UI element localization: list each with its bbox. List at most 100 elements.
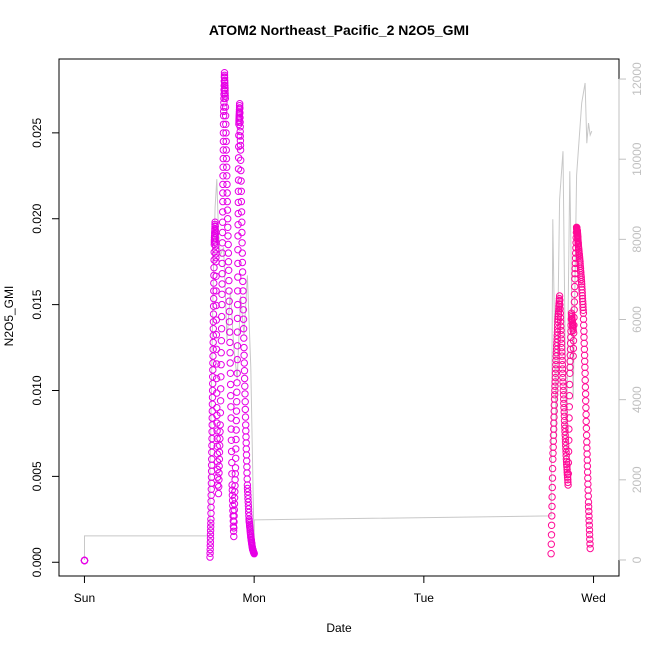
data-point — [222, 129, 230, 137]
data-point — [239, 277, 247, 286]
data-point — [216, 434, 224, 443]
data-point — [219, 180, 227, 189]
altitude-line — [84, 82, 593, 560]
data-point — [207, 461, 216, 469]
data-point — [570, 329, 578, 337]
data-point — [585, 512, 593, 520]
data-point — [221, 112, 230, 120]
data-point — [549, 455, 557, 463]
data-point — [242, 421, 250, 429]
data-point — [558, 352, 566, 360]
data-point — [578, 280, 586, 288]
y-tick-label: 0.015 — [30, 289, 44, 319]
data-point — [209, 366, 217, 374]
data-point — [220, 99, 228, 107]
data-point — [580, 339, 588, 347]
data-point — [242, 427, 250, 435]
data-point — [226, 380, 235, 389]
data-point — [208, 393, 217, 402]
data-point — [223, 172, 231, 180]
data-point — [551, 369, 560, 377]
data-point — [236, 109, 244, 117]
data-point — [215, 476, 223, 484]
data-point — [226, 328, 234, 336]
data-point — [547, 531, 556, 539]
data-point — [212, 331, 221, 339]
data-point — [586, 535, 594, 543]
data-point — [237, 166, 245, 175]
data-point — [238, 228, 246, 237]
data-point — [551, 386, 559, 395]
data-point — [229, 527, 238, 535]
data-point — [224, 258, 233, 266]
data-point — [212, 301, 220, 310]
data-point — [244, 495, 252, 503]
data-point — [215, 455, 224, 463]
data-point — [207, 509, 215, 517]
data-point — [559, 373, 567, 382]
data-point — [209, 373, 217, 381]
data-point — [219, 208, 227, 216]
data-point — [212, 345, 221, 353]
data-point — [236, 104, 244, 113]
data-point — [222, 146, 231, 154]
data-point — [548, 493, 556, 501]
data-point — [236, 118, 244, 126]
data-point — [216, 441, 224, 450]
data-point — [212, 246, 220, 254]
data-point — [240, 334, 248, 342]
data-point — [211, 226, 220, 234]
y-right-tick-label: 0 — [630, 556, 644, 563]
data-point — [234, 209, 242, 218]
y-tick-label: 0.005 — [30, 461, 44, 491]
data-point — [582, 404, 590, 412]
data-point — [243, 484, 252, 493]
y-tick-label: 0.020 — [30, 203, 44, 233]
y-right-tick-label: 2000 — [630, 466, 644, 493]
data-point — [577, 275, 585, 284]
data-point — [237, 177, 245, 185]
data-point — [571, 282, 579, 291]
data-point — [560, 412, 569, 420]
data-point — [206, 545, 214, 554]
data-point — [225, 287, 233, 295]
data-point — [547, 521, 556, 529]
points-layer — [80, 69, 594, 565]
data-point — [581, 383, 590, 391]
data-point — [213, 427, 221, 435]
data-point — [577, 278, 586, 286]
x-tick-label: Tue — [414, 591, 435, 605]
x-tick-label: Wed — [581, 591, 605, 605]
plot-frame — [58, 58, 620, 577]
data-point — [218, 280, 226, 288]
data-point — [225, 307, 234, 316]
data-point — [218, 290, 226, 298]
data-point — [221, 92, 229, 100]
y-tick-label: 0.010 — [30, 375, 44, 405]
data-point — [233, 342, 242, 350]
data-point — [239, 315, 248, 323]
data-point — [561, 424, 569, 432]
data-point — [551, 391, 559, 399]
y-axis-label: N2O5_GMI — [2, 286, 16, 347]
data-point — [582, 424, 591, 432]
data-point — [220, 69, 229, 77]
data-point — [207, 515, 215, 523]
data-point — [221, 94, 230, 103]
data-point — [241, 382, 249, 390]
data-point — [227, 392, 235, 400]
data-point — [229, 507, 237, 515]
data-point — [233, 300, 242, 309]
data-point — [556, 309, 564, 317]
data-point — [242, 439, 250, 447]
data-point — [238, 258, 247, 267]
data-point — [220, 107, 228, 116]
data-point — [563, 460, 571, 469]
data-point — [560, 399, 568, 408]
data-point — [209, 338, 217, 347]
data-point — [222, 120, 230, 129]
data-point — [219, 120, 228, 129]
data-point — [221, 103, 230, 111]
data-point — [207, 503, 215, 511]
data-point — [217, 373, 225, 381]
